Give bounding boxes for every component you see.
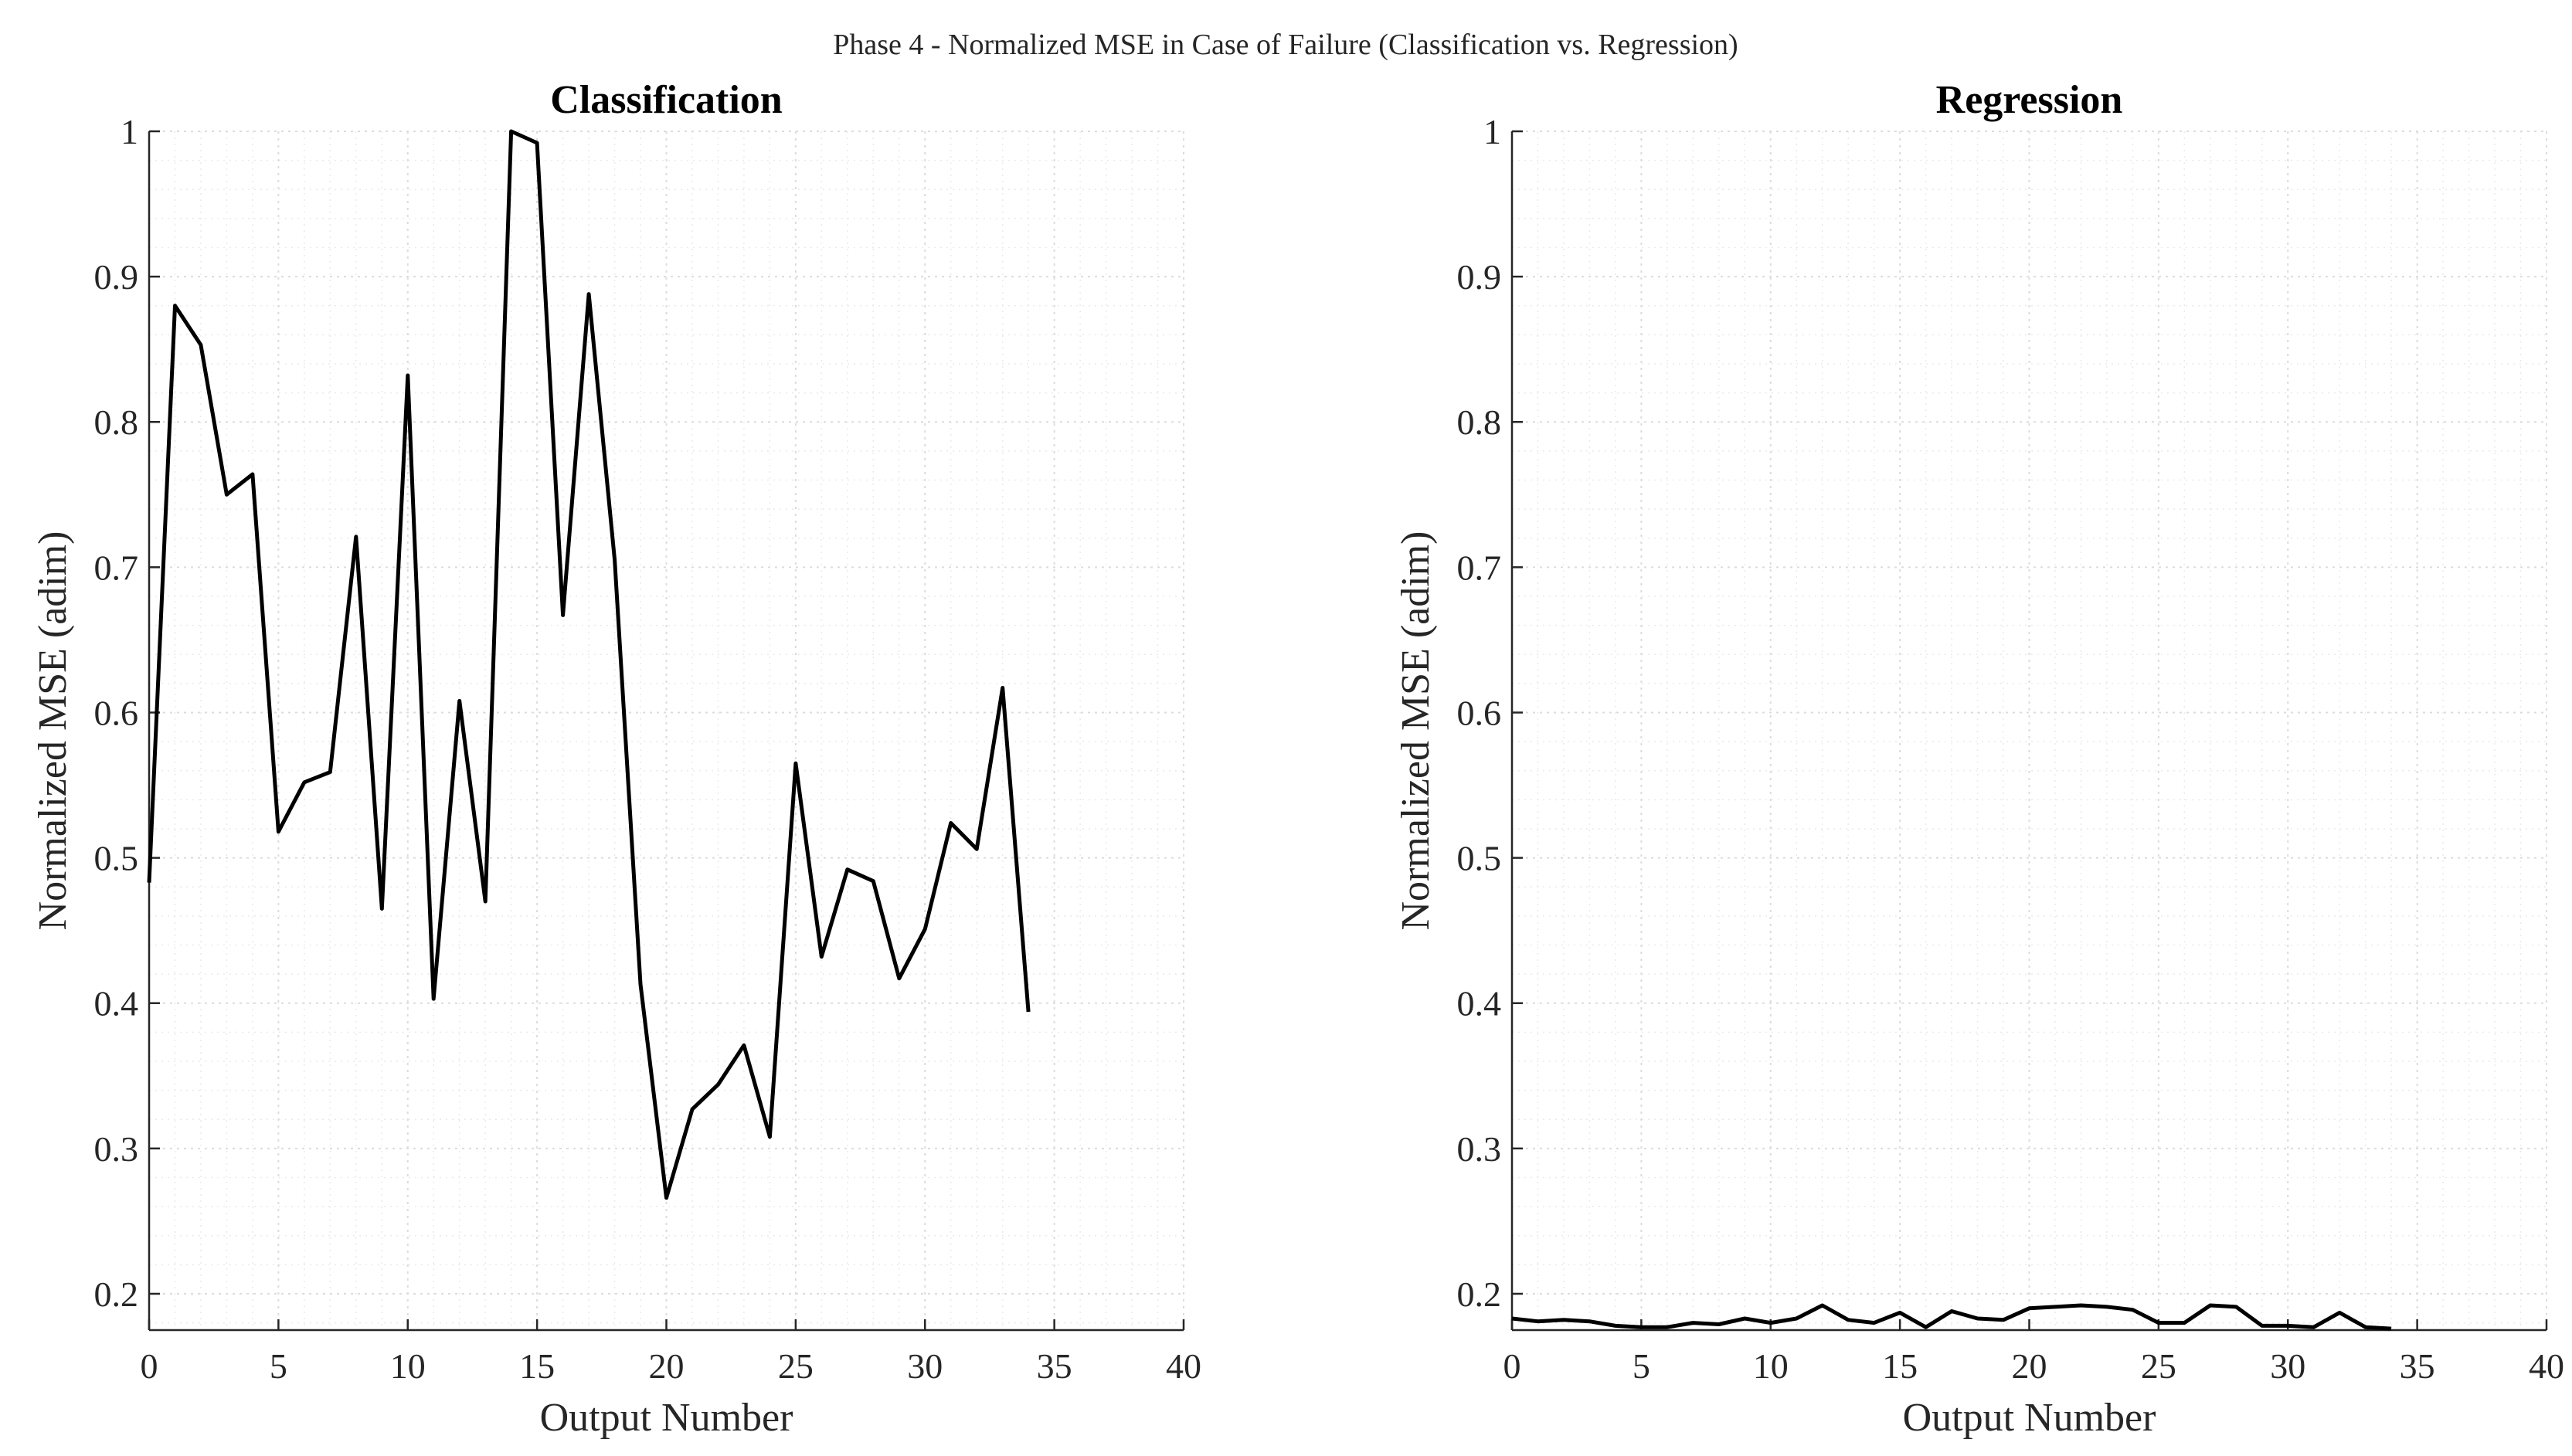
classification-y-tick-label: 0.4 [94,984,139,1023]
classification-y-tick-label: 0.2 [94,1274,139,1314]
regression-x-tick-label: 25 [2141,1346,2176,1386]
regression-y-tick-label: 1 [1483,112,1501,151]
regression-series [1511,1303,2392,1331]
classification-y-tick-label: 0.7 [94,548,139,587]
classification-y-tick-labels: 0.2 0.3 0.4 0.5 0.6 0.7 0.8 0.9 1 [94,112,139,1314]
regression-x-tick-label: 20 [2012,1346,2047,1386]
classification-y-tick-label: 0.5 [94,839,139,878]
regression-plot: 0 5 10 15 20 25 30 35 40 0.20.30.40.50.60.70.80.… [1394,78,2564,1440]
regression-y-tick-label: 0.2 [1457,1274,1502,1314]
regression-y-tick-label: 0.3 [1457,1129,1502,1169]
regression-grid [1511,131,2547,1330]
regression-y-tick-label: 0.6 [1457,693,1502,732]
classification-series [147,129,1031,1200]
classification-x-tick-label: 35 [1037,1346,1072,1386]
regression-x-tick-label: 15 [1882,1346,1918,1386]
regression-y-tick-labels: 0.2 0.3 0.4 0.5 0.6 0.7 0.8 0.9 1 [1457,112,1502,1314]
classification-x-tick-label: 20 [649,1346,685,1386]
classification-axes [148,130,1185,1332]
regression-series-line [1511,1303,2392,1331]
regression-x-tick-label: 35 [2400,1346,2435,1386]
classification-x-tick-label: 25 [778,1346,814,1386]
classification-y-tick-label: 0.6 [94,693,139,732]
classification-series-line [147,129,1031,1200]
regression-y-tick-label: 0.9 [1457,257,1502,297]
classification-x-tick-label: 15 [519,1346,555,1386]
regression-axes [1510,130,2548,1332]
classification-x-tick-label: 0 [141,1346,158,1386]
classification-y-tick-label: 0.3 [94,1129,139,1169]
regression-y-tick-label: 0.8 [1457,402,1502,442]
regression-x-tick-label: 40 [2529,1346,2564,1386]
classification-plot: 0 5 10 15 20 25 30 35 40 0.20.30.40.50.60.70.80.… [31,78,1201,1440]
classification-y-tick-label: 0.8 [94,402,139,442]
regression-y-tick-label: 0.5 [1457,839,1502,878]
regression-x-tick-label: 5 [1633,1346,1650,1386]
regression-x-tick-labels: 0 5 10 15 20 25 30 35 40 [1503,1346,2565,1386]
classification-x-tick-labels: 0 5 10 15 20 25 30 35 40 [141,1346,1202,1386]
regression-y-tick-label: 0.4 [1457,984,1502,1023]
classification-x-tick-label: 10 [390,1346,426,1386]
regression-x-tick-label: 30 [2270,1346,2305,1386]
classification-y-axis-label: Normalized MSE (adim) [31,531,75,931]
regression-y-axis-label: Normalized MSE (adim) [1394,531,1438,931]
classification-x-tick-label: 30 [907,1346,943,1386]
classification-x-tick-label: 5 [270,1346,287,1386]
regression-x-tick-label: 0 [1503,1346,1521,1386]
regression-y-tick-label: 0.7 [1457,548,1502,587]
classification-x-tick-label: 40 [1166,1346,1201,1386]
classification-x-axis-label: Output Number [540,1396,793,1440]
regression-title: Regression [1936,78,2123,122]
figure-title: Phase 4 - Normalized MSE in Case of Fail… [833,29,1738,61]
regression-x-tick-label: 10 [1753,1346,1789,1386]
classification-y-tick-label: 0.9 [94,257,139,297]
classification-y-tick-label: 1 [121,112,138,151]
classification-title: Classification [550,78,783,122]
regression-x-axis-label: Output Number [1903,1396,2156,1440]
